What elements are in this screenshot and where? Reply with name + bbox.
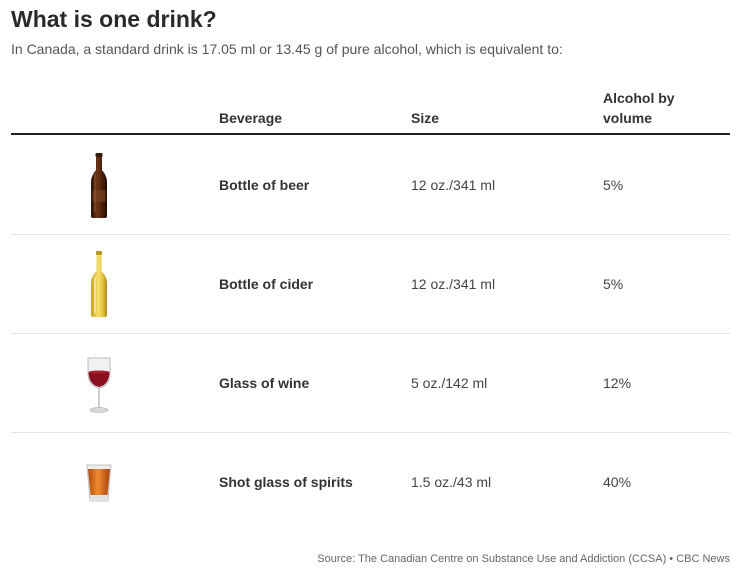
column-header-abv: Alcohol by volume bbox=[603, 90, 675, 126]
source-credit: Source: The Canadian Centre on Substance… bbox=[317, 553, 730, 565]
column-header-size: Size bbox=[411, 110, 440, 126]
beverage-size: 12 oz./341 ml bbox=[411, 276, 496, 292]
table-row: Shot glass of spirits 1.5 oz./43 ml 40% bbox=[11, 433, 730, 531]
header-divider bbox=[11, 133, 730, 135]
table-row: Bottle of cider 12 oz./341 ml 5% bbox=[11, 235, 730, 334]
shot-glass-icon bbox=[77, 447, 121, 517]
beverage-size: 5 oz./142 ml bbox=[411, 375, 488, 391]
column-header-beverage: Beverage bbox=[219, 110, 283, 126]
beverage-name: Bottle of cider bbox=[219, 276, 314, 292]
beverage-name: Glass of wine bbox=[219, 375, 310, 391]
beverage-abv: 12% bbox=[603, 375, 632, 391]
beverage-abv: 40% bbox=[603, 474, 632, 490]
cider-bottle-icon bbox=[77, 249, 121, 319]
table-row: Bottle of beer 12 oz./341 ml 5% bbox=[11, 136, 730, 235]
wine-glass-icon bbox=[77, 348, 121, 418]
beer-bottle-icon bbox=[77, 150, 121, 220]
beverage-abv: 5% bbox=[603, 276, 624, 292]
page-subtitle: In Canada, a standard drink is 17.05 ml … bbox=[11, 41, 563, 57]
page-title: What is one drink? bbox=[11, 6, 217, 32]
table-row: Glass of wine 5 oz./142 ml 12% bbox=[11, 334, 730, 433]
beverage-size: 1.5 oz./43 ml bbox=[411, 474, 492, 490]
beverage-name: Bottle of beer bbox=[219, 177, 310, 193]
beverage-size: 12 oz./341 ml bbox=[411, 177, 496, 193]
beverage-name: Shot glass of spirits bbox=[219, 474, 353, 490]
beverage-abv: 5% bbox=[603, 177, 624, 193]
